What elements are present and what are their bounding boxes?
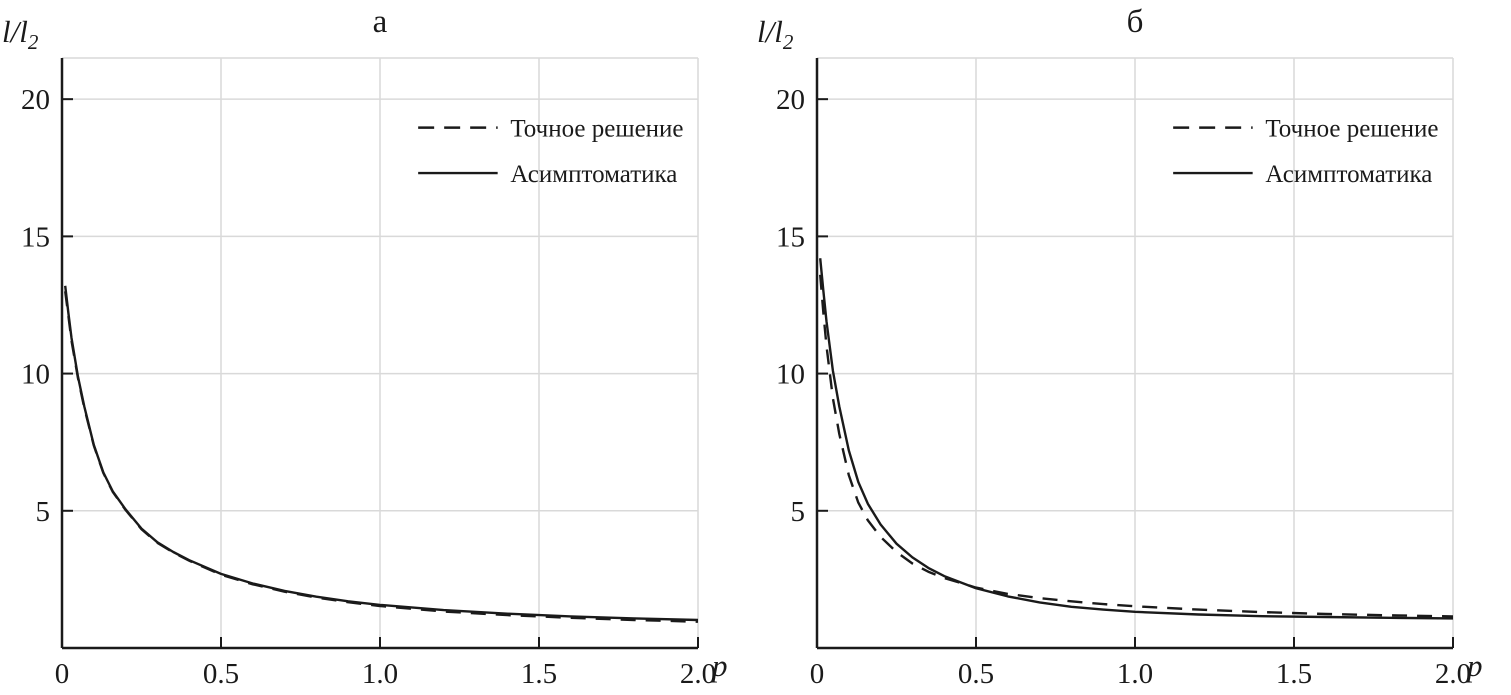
svg-text:20: 20 — [21, 84, 50, 116]
series-solid — [64, 285, 699, 622]
svg-text:10: 10 — [776, 359, 805, 391]
legend-label: Асимптоматика — [1265, 161, 1432, 188]
series-dashed — [64, 291, 699, 623]
y-axis-label-sub: 2 — [27, 30, 39, 55]
svg-text:15: 15 — [776, 221, 805, 253]
legend-label: Асимптоматика — [510, 161, 677, 188]
svg-text:5: 5 — [791, 496, 806, 528]
svg-text:1.0: 1.0 — [362, 658, 398, 690]
svg-text:20: 20 — [776, 84, 805, 116]
svg-text:0: 0 — [55, 658, 70, 690]
svg-text:1.5: 1.5 — [521, 658, 557, 690]
svg-text:2.0: 2.0 — [1435, 658, 1471, 690]
chart-canvas-b: 5 10 15 20 0 0.5 1.0 1.5 2.0 Точное решение Асимпт… — [776, 57, 1471, 690]
x-axis-label-a: p — [712, 648, 728, 683]
svg-text:0: 0 — [810, 658, 825, 690]
series-solid — [819, 258, 1454, 620]
svg-text:1.5: 1.5 — [1276, 658, 1312, 690]
chart-title-a: а — [372, 4, 388, 40]
svg-text:10: 10 — [21, 359, 50, 391]
y-axis-label-main: l/l — [757, 14, 783, 49]
y-axis-label-main: l/l — [2, 14, 28, 49]
x-axis-label-b: p — [1467, 648, 1483, 683]
svg-text:2.0: 2.0 — [680, 658, 716, 690]
svg-text:0.5: 0.5 — [203, 658, 239, 690]
chart-canvas-a: 5 10 15 20 0 0.5 1.0 1.5 2.0 Точное решение Асимпт… — [21, 57, 716, 690]
legend-label: Точное решение — [1265, 116, 1438, 143]
y-axis-label-b: l/l2 — [757, 14, 793, 55]
y-axis-label-a: l/l2 — [2, 14, 38, 55]
svg-text:5: 5 — [36, 496, 51, 528]
y-axis-label-sub: 2 — [782, 30, 794, 55]
chart-panel-b: б l/l2 5 10 15 20 0 0.5 1.0 1.5 2.0 Точное решени… — [755, 0, 1510, 695]
series-dashed — [819, 274, 1454, 618]
svg-text:0.5: 0.5 — [958, 658, 994, 690]
chart-panel-a: а l/l2 5 10 15 20 0 0.5 1.0 1.5 2.0 Точное решени… — [0, 0, 755, 695]
chart-title-b: б — [1126, 4, 1144, 40]
legend-label: Точное решение — [510, 116, 683, 143]
svg-text:1.0: 1.0 — [1117, 658, 1153, 690]
svg-text:15: 15 — [21, 221, 50, 253]
